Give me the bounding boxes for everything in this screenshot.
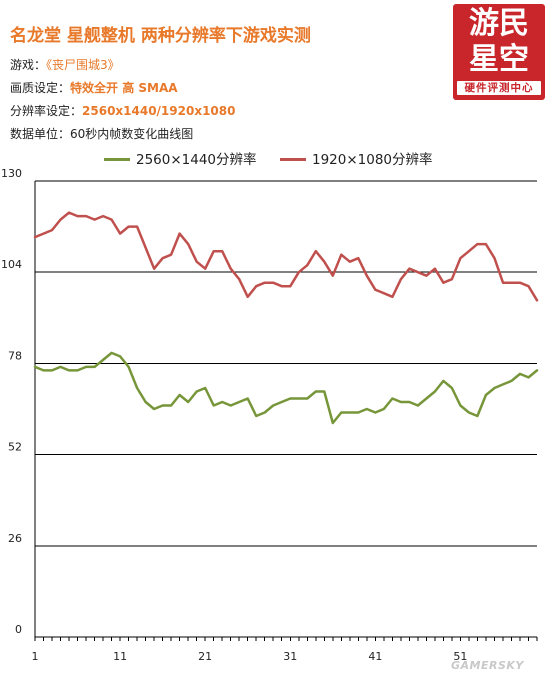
resolution-label: 分辨率设定：: [10, 104, 83, 118]
y-tick-label: 26: [8, 532, 22, 545]
legend-item-1: 2560×1440分辨率: [104, 148, 257, 168]
y-tick-label: 0: [15, 623, 22, 636]
y-tick-label: 78: [8, 349, 22, 362]
series-line-2: [33, 211, 539, 302]
legend-label-1: 2560×1440分辨率: [136, 152, 257, 168]
series-line-1: [33, 351, 539, 425]
x-tick-label: 41: [368, 650, 382, 663]
resolution-info: 分辨率设定：2560x1440/1920x1080: [10, 102, 235, 119]
chart-legend: 2560×1440分辨率 1920×1080分辨率: [0, 148, 550, 168]
x-tick-label: 1: [32, 650, 39, 663]
quality-value: 特效全开 高 SMAA: [70, 81, 178, 95]
x-tick-label: 31: [283, 650, 297, 663]
x-tick-label: 11: [113, 650, 127, 663]
resolution-value: 2560x1440/1920x1080: [82, 104, 236, 118]
watermark: GAMERSKY: [451, 659, 524, 672]
legend-label-2: 1920×1080分辨率: [312, 152, 433, 168]
x-tick-label: 21: [198, 650, 212, 663]
legend-swatch-2: [280, 157, 306, 161]
logo-line-3: 硬件评测中心: [457, 81, 541, 95]
quality-info: 画质设定：特效全开 高 SMAA: [10, 79, 178, 96]
x-tick-label: 51: [453, 650, 467, 663]
y-tick-label: 104: [1, 258, 22, 271]
legend-swatch-1: [104, 157, 130, 161]
unit-info: 数据单位：60秒内帧数变化曲线图: [10, 127, 194, 141]
gamersky-logo: 游民 星空 硬件评测中心: [453, 4, 545, 100]
logo-line-1: 游民: [469, 6, 529, 41]
game-info: 游戏：《丧尸围城3》: [10, 56, 120, 73]
legend-item-2: 1920×1080分辨率: [280, 148, 433, 168]
chart-title: 名龙堂 星舰整机 两种分辨率下游戏实测: [10, 26, 311, 46]
y-tick-label: 130: [1, 167, 22, 180]
game-label: 游戏：: [10, 58, 47, 72]
quality-label: 画质设定：: [10, 81, 71, 95]
y-tick-label: 52: [8, 441, 22, 454]
game-value: 《丧尸围城3》: [46, 58, 120, 72]
logo-line-2: 星空: [469, 42, 529, 77]
